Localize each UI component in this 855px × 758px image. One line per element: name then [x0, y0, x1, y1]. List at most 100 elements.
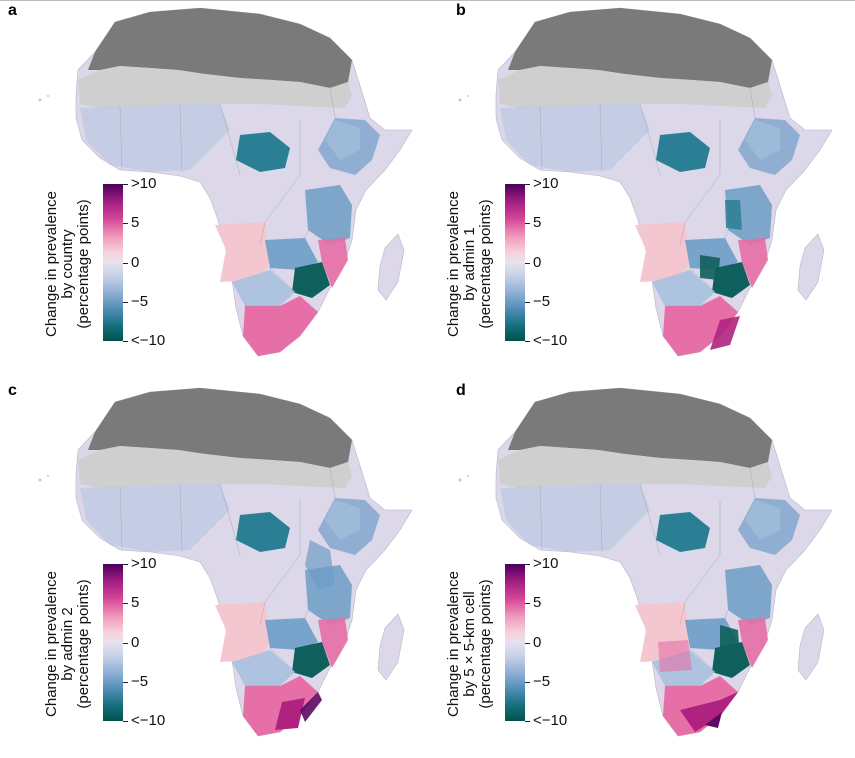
country-border: [235, 539, 241, 556]
region-shading: [318, 618, 348, 668]
panel-c: c Change in prevalence by admin 2 (percent…: [0, 380, 420, 755]
panel-label: a: [8, 2, 17, 19]
legend-title-line: Change in prevalence: [43, 571, 60, 717]
sahel-no-data: [498, 66, 772, 108]
madagascar: [797, 233, 825, 301]
country-border: [264, 174, 301, 223]
region-shading: [652, 270, 715, 306]
region-shading: [265, 238, 318, 270]
region-shading: [236, 512, 290, 552]
region-shading: [80, 484, 230, 552]
country-border: [539, 105, 543, 171]
region-shading: [642, 555, 728, 630]
legend-tick-label: >10: [131, 175, 157, 192]
country-border: [724, 229, 729, 239]
legend-tick: [525, 681, 530, 683]
sahel-no-data: [78, 66, 352, 108]
legend-colorbar: [505, 184, 525, 341]
region-shading: [656, 512, 710, 552]
north-africa-no-data: [88, 388, 352, 468]
country-border: [689, 267, 716, 293]
island-speck: [458, 98, 462, 102]
legend-title: Change in prevalence by admin 2 (percentag…: [30, 554, 100, 734]
legend-title: Change in prevalence by country (percentag…: [30, 174, 100, 354]
region-shading: [725, 200, 742, 230]
region-shading: [745, 500, 780, 540]
panel-b: b Change in prevalence by admin 1 (percent…: [420, 0, 840, 375]
legend-tick: [123, 301, 128, 303]
legend: Change in prevalence by admin 1 (percentag…: [432, 174, 582, 354]
region-shading: [325, 500, 360, 540]
legend-tick-label: <−10: [131, 712, 166, 729]
region-shading: [635, 222, 690, 282]
island-speck: [458, 478, 462, 482]
country-border: [329, 87, 336, 119]
region-shading: [292, 262, 330, 298]
region-shading: [325, 120, 360, 160]
legend-tick-label: −5: [131, 292, 149, 310]
region-shading: [500, 484, 650, 552]
legend-tick: [123, 642, 128, 644]
region-shading: [745, 120, 780, 160]
legend-title-line: Change in prevalence: [445, 571, 462, 717]
legend-tick-label: <−10: [533, 332, 568, 349]
legend-tick: [123, 223, 128, 225]
region-shading: [658, 640, 692, 672]
madagascar: [797, 613, 825, 681]
region-shading: [712, 262, 750, 298]
legend-tick-label: <−10: [131, 332, 166, 349]
country-border: [689, 647, 716, 673]
island-speck: [47, 95, 49, 97]
region-shading: [265, 618, 318, 650]
legend-tick: [525, 341, 530, 342]
legend-tick: [123, 184, 128, 185]
region-shading: [642, 175, 728, 250]
country-border: [655, 159, 661, 176]
country-border: [235, 159, 241, 176]
region-shading: [80, 104, 230, 172]
island-speck: [467, 95, 469, 97]
legend-tick-label: 5: [533, 594, 542, 612]
legend-tick-label: 5: [533, 214, 542, 232]
legend-tick: [525, 564, 530, 565]
legend-tick-label: −5: [533, 672, 551, 690]
top-rule: [0, 0, 855, 1]
country-border: [684, 174, 721, 223]
region-shading: [318, 238, 348, 288]
region-shading: [232, 650, 295, 686]
region-shading: [720, 625, 740, 662]
region-shading: [222, 555, 308, 630]
island-speck: [467, 475, 469, 477]
north-africa-no-data: [88, 8, 352, 88]
legend-tick: [123, 564, 128, 565]
country-border: [119, 105, 123, 171]
country-border: [259, 221, 266, 246]
panel-label: b: [456, 2, 466, 19]
country-border: [304, 229, 309, 239]
legend-tick-label: <−10: [533, 712, 568, 729]
region-shading: [738, 618, 768, 668]
region-shading: [663, 296, 738, 356]
africa-map: [38, 387, 413, 737]
legend-tick-label: −5: [131, 672, 149, 690]
country-border: [539, 485, 543, 551]
region-shading: [700, 255, 720, 280]
country-border: [749, 87, 756, 119]
africa-map: [458, 387, 833, 737]
region-shading: [305, 185, 352, 245]
region-shading: [215, 222, 270, 282]
country-border: [679, 221, 686, 246]
north-africa-no-data: [508, 8, 772, 88]
legend-colorbar: [103, 184, 123, 341]
sahel-no-data: [78, 446, 352, 488]
legend-title-line: (percentage points): [477, 579, 494, 709]
legend-tick: [525, 223, 530, 225]
country-border: [684, 554, 721, 603]
legend-tick: [123, 681, 128, 683]
country-border: [329, 467, 336, 499]
region-shading: [292, 642, 330, 678]
region-shading: [243, 296, 318, 356]
country-border: [655, 539, 661, 556]
region-shading: [705, 712, 722, 728]
legend-tick: [123, 262, 128, 264]
